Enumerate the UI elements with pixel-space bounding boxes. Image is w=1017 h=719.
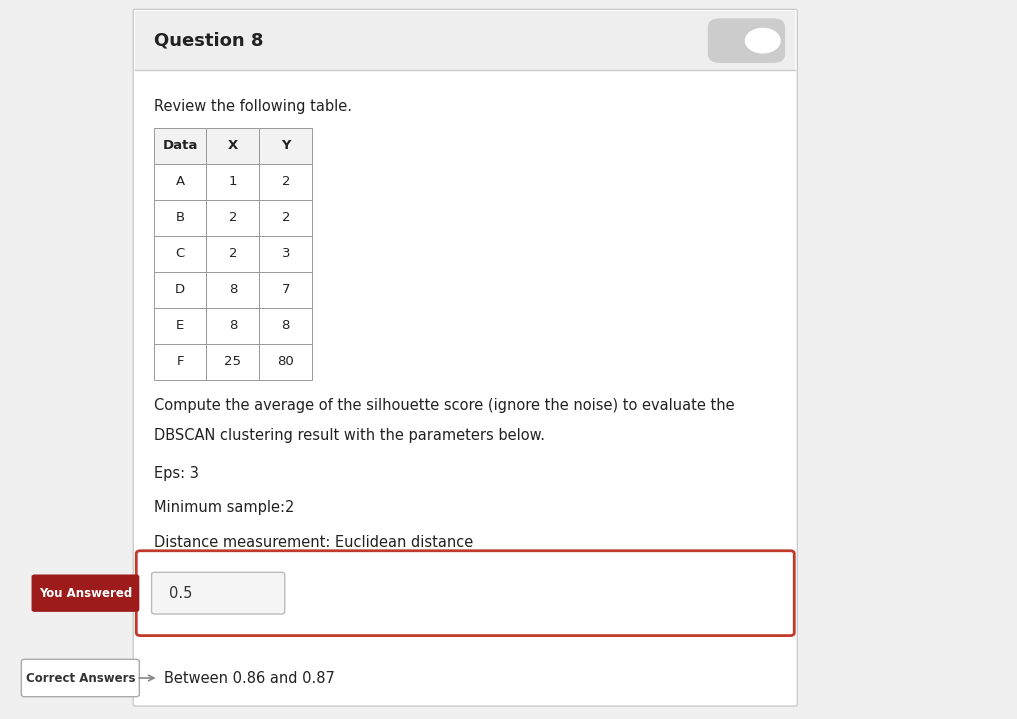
Text: C: C	[175, 247, 185, 260]
Text: 1: 1	[229, 175, 237, 188]
Bar	[259, 308, 312, 344]
Text: 3: 3	[282, 247, 290, 260]
Text: 7: 7	[282, 283, 290, 296]
Text: 8: 8	[282, 319, 290, 332]
Bar	[154, 272, 206, 308]
Text: Y: Y	[281, 139, 291, 152]
Text: 8: 8	[229, 319, 237, 332]
Text: Between 0.86 and 0.87: Between 0.86 and 0.87	[164, 671, 335, 685]
Text: F: F	[176, 355, 184, 368]
Text: 2: 2	[229, 247, 237, 260]
Text: Data: Data	[163, 139, 197, 152]
FancyBboxPatch shape	[708, 19, 785, 63]
Text: Correct Answers: Correct Answers	[25, 672, 135, 684]
Text: 2: 2	[282, 175, 290, 188]
FancyBboxPatch shape	[32, 574, 139, 612]
FancyBboxPatch shape	[133, 9, 797, 706]
Text: You Answered: You Answered	[39, 587, 132, 600]
Text: E: E	[176, 319, 184, 332]
Bar	[206, 200, 259, 236]
Text: 80: 80	[278, 355, 294, 368]
Text: B: B	[176, 211, 184, 224]
Bar	[154, 128, 206, 164]
Bar	[154, 308, 206, 344]
Bar	[206, 164, 259, 200]
Bar	[206, 236, 259, 272]
Text: X: X	[228, 139, 238, 152]
Circle shape	[745, 29, 780, 53]
Text: Distance measurement: Euclidean distance: Distance measurement: Euclidean distance	[154, 535, 473, 550]
Bar	[206, 344, 259, 380]
Text: Review the following table.: Review the following table.	[154, 99, 352, 114]
Bar	[259, 272, 312, 308]
Bar	[154, 200, 206, 236]
FancyBboxPatch shape	[136, 551, 794, 636]
Text: D: D	[175, 283, 185, 296]
Bar	[206, 308, 259, 344]
Bar	[259, 200, 312, 236]
Bar	[206, 128, 259, 164]
Text: 25: 25	[225, 355, 241, 368]
Bar	[154, 164, 206, 200]
Bar	[154, 236, 206, 272]
Text: Minimum sample:2: Minimum sample:2	[154, 500, 294, 516]
Text: DBSCAN clustering result with the parameters below.: DBSCAN clustering result with the parame…	[154, 428, 544, 443]
Bar	[154, 344, 206, 380]
Bar	[259, 236, 312, 272]
Text: 2: 2	[282, 211, 290, 224]
Text: Eps: 3: Eps: 3	[154, 466, 198, 481]
Bar	[259, 128, 312, 164]
Bar	[259, 164, 312, 200]
FancyBboxPatch shape	[152, 572, 285, 614]
Bar	[135, 11, 795, 70]
Text: Compute the average of the silhouette score (ignore the noise) to evaluate the: Compute the average of the silhouette sc…	[154, 398, 734, 413]
FancyBboxPatch shape	[21, 659, 139, 697]
Bar	[259, 344, 312, 380]
Text: 0.5: 0.5	[169, 586, 192, 600]
Text: 8: 8	[229, 283, 237, 296]
Text: A: A	[176, 175, 184, 188]
Text: 2: 2	[229, 211, 237, 224]
Bar	[206, 272, 259, 308]
Text: Question 8: Question 8	[154, 32, 263, 50]
